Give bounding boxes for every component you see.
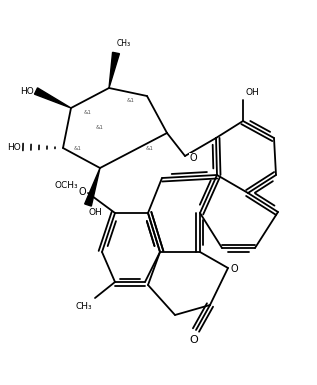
- Text: OH: OH: [89, 208, 103, 217]
- Text: O: O: [189, 153, 197, 163]
- Text: &1: &1: [96, 124, 104, 129]
- Text: CH₃: CH₃: [75, 302, 92, 311]
- Text: &1: &1: [84, 109, 92, 114]
- Text: O: O: [231, 264, 239, 274]
- Text: O: O: [78, 187, 86, 197]
- Polygon shape: [85, 168, 100, 206]
- Text: OH: OH: [246, 88, 260, 97]
- Text: &1: &1: [146, 146, 154, 151]
- Text: OCH₃: OCH₃: [55, 181, 78, 189]
- Text: O: O: [190, 335, 198, 345]
- Text: HO: HO: [20, 87, 34, 95]
- Text: &1: &1: [74, 146, 82, 151]
- Text: &1: &1: [127, 97, 135, 102]
- Text: HO: HO: [7, 142, 21, 152]
- Polygon shape: [35, 88, 71, 108]
- Text: CH₃: CH₃: [117, 39, 131, 48]
- Polygon shape: [109, 52, 120, 88]
